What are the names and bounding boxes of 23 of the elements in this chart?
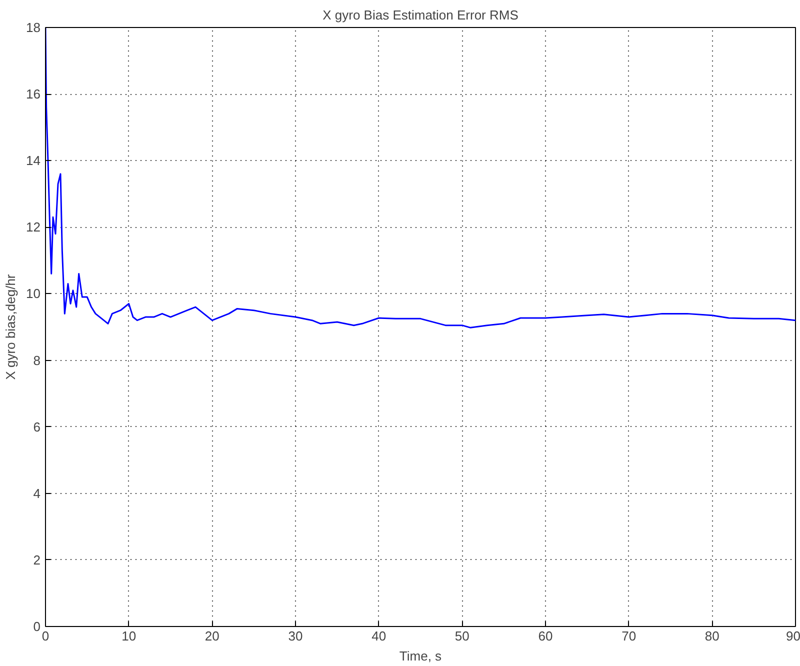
y-tick-label: 16 bbox=[26, 86, 41, 102]
x-tick-label: 20 bbox=[204, 628, 220, 644]
x-tick-label: 90 bbox=[786, 628, 800, 644]
x-tick-label: 50 bbox=[454, 628, 470, 644]
y-tick-label: 18 bbox=[26, 20, 41, 35]
line-series bbox=[46, 28, 796, 328]
chart-title: X gyro Bias Estimation Error RMS bbox=[322, 8, 519, 22]
y-tick-label: 4 bbox=[33, 486, 41, 501]
x-axis-title: Time, s bbox=[399, 648, 442, 664]
x-tick-label: 70 bbox=[622, 628, 636, 644]
y-tick-label: 8 bbox=[33, 352, 41, 368]
x-tick-label: 10 bbox=[122, 628, 136, 644]
x-tick-label: 40 bbox=[372, 628, 386, 644]
y-tick-label: 2 bbox=[33, 552, 41, 568]
y-tick-label: 12 bbox=[26, 220, 41, 235]
y-tick-label: 14 bbox=[26, 153, 41, 168]
y-tick-label: 10 bbox=[26, 286, 41, 302]
x-tick-label: 30 bbox=[288, 628, 303, 644]
x-tick-label: 60 bbox=[538, 628, 553, 644]
x-tick-label: 80 bbox=[704, 628, 720, 644]
y-tick-label: 0 bbox=[33, 619, 41, 634]
y-axis-title: X gyro bias,deg/hr bbox=[3, 274, 18, 380]
y-tick-label: 6 bbox=[33, 419, 41, 434]
